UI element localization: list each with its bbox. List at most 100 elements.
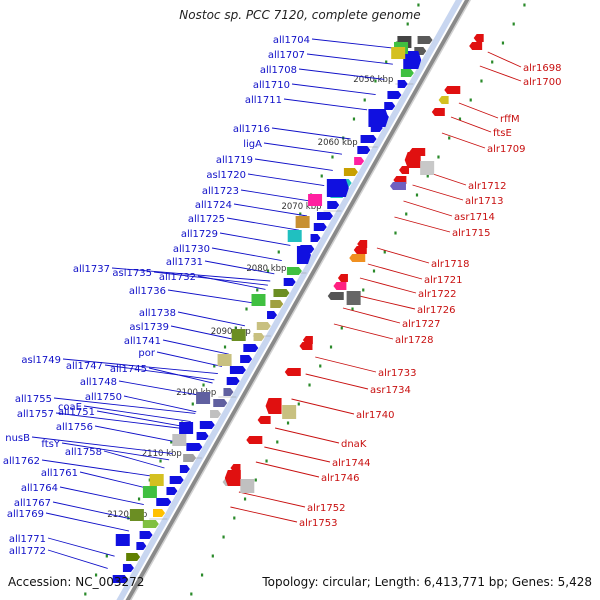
reverse-gene-leader [96, 410, 188, 428]
forward-gene-label: alr1713 [465, 196, 503, 207]
reverse-gene-leader [94, 425, 180, 443]
reverse-gene-label: all1745 [110, 364, 147, 375]
forward-gene-leader [238, 491, 306, 508]
reverse-gene-block [179, 422, 194, 434]
outer-tick-mark [297, 402, 300, 406]
reverse-gene-label: all1762 [3, 456, 40, 467]
outer-tick-mark [491, 60, 494, 64]
forward-gene-arrow [438, 96, 449, 104]
outer-tick-mark [383, 250, 386, 254]
reverse-gene-arrow [226, 377, 240, 385]
reverse-gene-arrow-large [403, 51, 422, 69]
reverse-gene-leader [104, 364, 215, 381]
kbp-marker-label: 2070 kbp [281, 202, 321, 212]
reverse-gene-arrow [384, 102, 396, 110]
reverse-gene-leader [118, 380, 206, 397]
reverse-gene-leader [55, 412, 187, 430]
outer-tick-mark [265, 459, 268, 463]
forward-gene-label: alr1709 [487, 144, 525, 155]
reverse-gene-label: asl1720 [206, 170, 246, 181]
forward-gene-label: alr1733 [378, 368, 416, 379]
inner-tick-mark [234, 326, 237, 330]
reverse-gene-leader [298, 68, 385, 80]
forward-gene-label: alr1740 [356, 410, 394, 421]
reverse-gene-label: all1757 [17, 409, 54, 420]
forward-gene-label: alr1746 [321, 473, 359, 484]
forward-gene-block [282, 405, 297, 419]
outer-tick-mark [394, 231, 397, 235]
reverse-gene-label: all1710 [253, 80, 290, 91]
reverse-gene-label: all1767 [14, 498, 51, 509]
forward-gene-arrow [399, 166, 410, 174]
outer-tick-mark [329, 345, 333, 349]
inner-tick-mark [84, 592, 87, 596]
inner-tick-mark [266, 269, 270, 273]
reverse-gene-arrow [112, 575, 128, 583]
reverse-gene-leader [47, 537, 115, 557]
forward-gene-leader [376, 247, 430, 264]
reverse-gene-label: all1741 [124, 336, 161, 347]
forward-gene-label: alr1721 [424, 275, 462, 286]
backbone-highlight [129, 0, 472, 600]
outer-tick-mark [458, 117, 462, 121]
reverse-gene-leader [167, 289, 258, 305]
reverse-gene-leader [62, 358, 218, 375]
reverse-gene-block [287, 230, 302, 242]
reverse-gene-arrow-large [296, 246, 311, 264]
reverse-gene-label: all1716 [233, 124, 270, 135]
reverse-gene-leader [123, 395, 197, 413]
forward-gene-block [240, 479, 255, 493]
forward-gene-leader [450, 116, 492, 133]
reverse-gene-block [391, 47, 406, 59]
reverse-gene-block [149, 474, 164, 486]
forward-gene-label: rffM [500, 114, 520, 125]
outer-tick-mark [372, 269, 376, 273]
reverse-gene-leader [53, 397, 196, 414]
kbp-marker-label: 2060 kbp [318, 138, 358, 148]
reverse-gene-arrow-large [326, 179, 349, 197]
reverse-gene-leader [61, 442, 170, 461]
reverse-gene-label: all1755 [15, 394, 52, 405]
reverse-gene-arrow [196, 432, 209, 440]
forward-gene-leader [350, 293, 416, 310]
outer-tick-mark [286, 421, 290, 425]
reverse-gene-arrow [169, 476, 184, 484]
reverse-gene-arrow [199, 421, 215, 429]
forward-gene-arrow [299, 342, 313, 350]
reverse-gene-arrow [270, 300, 284, 308]
outer-tick-mark [308, 383, 311, 387]
inner-tick-mark [245, 307, 248, 311]
inner-tick-mark [159, 459, 162, 463]
reverse-gene-leader [45, 512, 129, 532]
forward-gene-leader [359, 277, 417, 294]
reverse-gene-arrow [253, 333, 265, 341]
forward-gene-label: alr1712 [468, 181, 506, 192]
reverse-gene-arrow [243, 344, 259, 352]
inner-tick-mark [374, 79, 377, 83]
reverse-gene-label: all1711 [245, 95, 282, 106]
forward-gene-arrow [337, 274, 348, 282]
outer-tick-mark [523, 3, 526, 7]
reverse-gene-arrow [343, 168, 358, 176]
outer-tick-mark [222, 535, 225, 539]
inner-tick-mark [256, 288, 259, 292]
reverse-gene-label: coaE [58, 402, 82, 413]
reverse-gene-arrow [166, 487, 178, 495]
inner-tick-mark [137, 497, 141, 501]
genome-summary: Topology: circular; Length: 6,413,771 bp… [262, 575, 592, 589]
forward-gene-label: alr1718 [431, 259, 469, 270]
reverse-gene-label: all1729 [181, 229, 218, 240]
reverse-gene-label: all1771 [9, 534, 46, 545]
reverse-gene-label: all1748 [80, 377, 117, 388]
reverse-gene-arrow [256, 322, 271, 330]
reverse-gene-arrow [317, 212, 334, 220]
outer-tick-mark [254, 478, 257, 482]
reverse-gene-label: all1758 [65, 447, 102, 458]
reverse-gene-leader [83, 405, 191, 423]
reverse-gene-leader [31, 436, 173, 455]
reverse-gene-label: all1732 [159, 272, 196, 283]
reverse-gene-arrow [153, 509, 166, 517]
forward-gene-arrow [257, 416, 271, 424]
